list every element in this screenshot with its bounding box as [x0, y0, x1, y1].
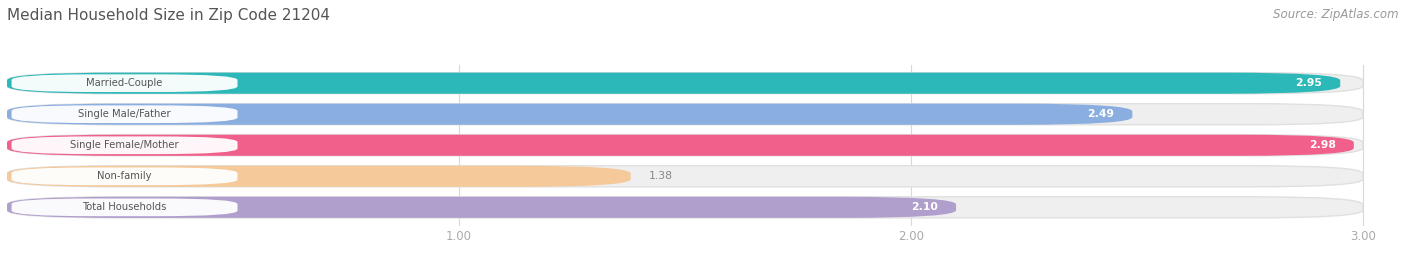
FancyBboxPatch shape	[7, 197, 956, 218]
Text: 2.10: 2.10	[911, 202, 938, 212]
Text: Median Household Size in Zip Code 21204: Median Household Size in Zip Code 21204	[7, 8, 330, 23]
FancyBboxPatch shape	[11, 199, 238, 216]
FancyBboxPatch shape	[7, 73, 1362, 94]
FancyBboxPatch shape	[7, 166, 631, 187]
Text: Married-Couple: Married-Couple	[86, 78, 163, 88]
FancyBboxPatch shape	[11, 74, 238, 92]
FancyBboxPatch shape	[7, 104, 1362, 125]
FancyBboxPatch shape	[11, 105, 238, 123]
FancyBboxPatch shape	[7, 73, 1340, 94]
Text: 2.95: 2.95	[1295, 78, 1322, 88]
Text: 1.38: 1.38	[648, 171, 672, 181]
FancyBboxPatch shape	[7, 104, 1132, 125]
FancyBboxPatch shape	[7, 135, 1362, 156]
FancyBboxPatch shape	[7, 166, 1362, 187]
FancyBboxPatch shape	[11, 167, 238, 185]
FancyBboxPatch shape	[7, 197, 1362, 218]
Text: Total Households: Total Households	[83, 202, 167, 212]
Text: Single Female/Mother: Single Female/Mother	[70, 140, 179, 150]
Text: Non-family: Non-family	[97, 171, 152, 181]
Text: 2.98: 2.98	[1309, 140, 1336, 150]
Text: Source: ZipAtlas.com: Source: ZipAtlas.com	[1274, 8, 1399, 21]
FancyBboxPatch shape	[7, 135, 1354, 156]
Text: Single Male/Father: Single Male/Father	[79, 109, 172, 119]
FancyBboxPatch shape	[11, 136, 238, 154]
Text: 2.49: 2.49	[1087, 109, 1115, 119]
